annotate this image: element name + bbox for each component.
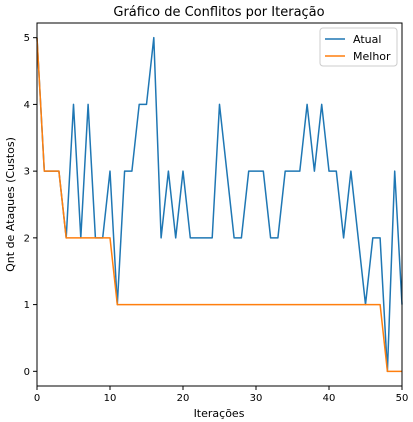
legend: Atual Melhor [319, 27, 398, 67]
legend-label-atual: Atual [353, 33, 381, 46]
legend-label-melhor: Melhor [353, 50, 391, 63]
y-tick-label: 2 [24, 233, 30, 244]
plot-frame [36, 22, 403, 387]
y-tick-label: 3 [24, 167, 30, 178]
y-tick-label: 5 [24, 33, 30, 44]
x-tick-label: 40 [323, 393, 336, 404]
y-axis-label: Qnt de Ataques (Custos) [4, 137, 17, 272]
x-tick-label: 20 [177, 393, 190, 404]
axis-ticks: 0 10 20 30 40 50 0 1 2 3 4 5 [24, 33, 409, 404]
series-line-atual [36, 36, 403, 373]
x-tick-label: 50 [396, 393, 409, 404]
x-tick-label: 0 [34, 393, 40, 404]
chart-title: Gráfico de Conflitos por Iteração [113, 5, 324, 20]
y-tick-label: 1 [24, 300, 30, 311]
y-tick-label: 4 [24, 100, 30, 111]
y-tick-label: 0 [24, 367, 30, 378]
x-axis-label: Iterações [194, 407, 245, 420]
series-line-melhor [36, 37, 402, 373]
x-tick-label: 30 [250, 393, 263, 404]
plot-area [36, 36, 403, 373]
x-tick-label: 10 [104, 393, 117, 404]
